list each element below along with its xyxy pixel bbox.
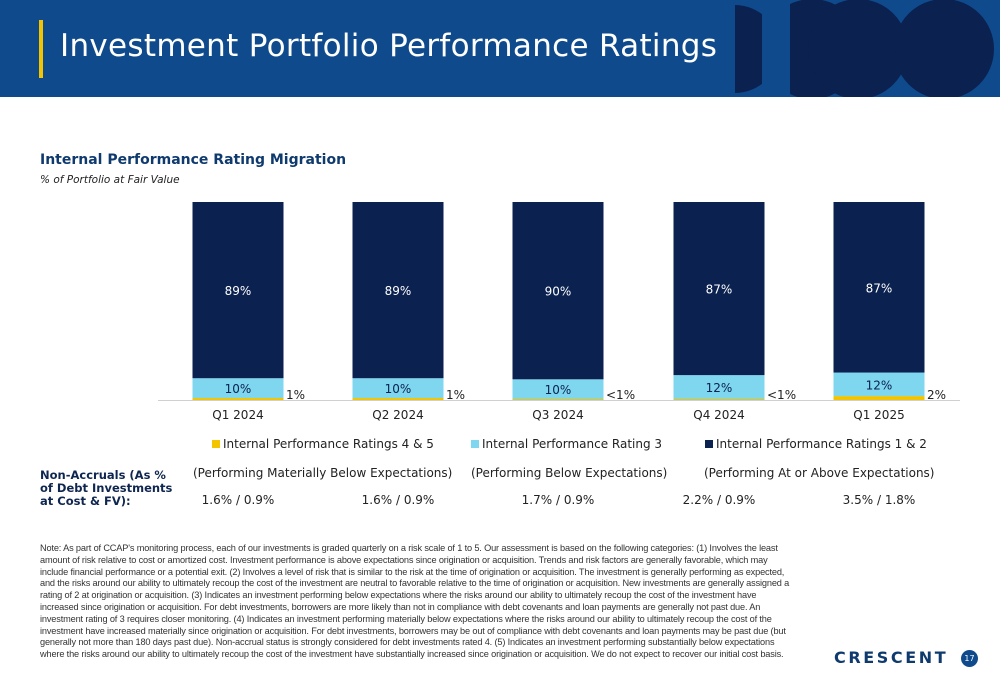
legend-item: Internal Performance Ratings 1 & 2	[705, 437, 927, 451]
legend-description: (Performing Materially Below Expectation…	[193, 466, 453, 480]
legend-label: Internal Performance Ratings 4 & 5	[223, 437, 434, 451]
bar-segment-1-4	[673, 399, 765, 400]
legend-description: (Performing Below Expectations)	[471, 466, 668, 480]
x-tick-label: Q1 2024	[212, 408, 263, 422]
bar-segment-2-3	[512, 379, 604, 400]
bar-segment-2-5	[833, 372, 925, 397]
data-label-rating-3: 12%	[706, 381, 733, 395]
page-number: 17	[961, 650, 978, 667]
data-label-rating-3: 10%	[225, 382, 252, 396]
data-label-ratings-1-2: 87%	[706, 283, 733, 297]
data-label-rating-3: 12%	[866, 378, 893, 392]
data-label-rating-3: 10%	[385, 382, 412, 396]
bar-segment-2-1	[192, 378, 284, 399]
legend-item: Internal Performance Ratings 4 & 5	[212, 437, 434, 451]
data-label-ratings-1-2: 90%	[545, 285, 572, 299]
bar-segment-3-2	[352, 202, 444, 379]
decorative-circles	[735, 0, 994, 97]
bar-segment-1-1	[192, 398, 284, 400]
legend-item: Internal Performance Rating 3	[471, 437, 662, 451]
non-accrual-value: 1.7% / 0.9%	[521, 493, 595, 507]
header-banner: Investment Portfolio Performance Ratings	[0, 0, 1000, 97]
title-accent-bar	[39, 20, 43, 78]
non-accrual-value: 1.6% / 0.9%	[361, 493, 435, 507]
legend-swatch	[212, 440, 220, 448]
data-label-ratings-1-2: 89%	[385, 284, 412, 298]
x-tick-label: Q1 2025	[853, 408, 904, 422]
data-label-ratings-4-5: 2%	[927, 388, 946, 402]
non-accruals-label: Non-Accruals (As % of Debt Investments a…	[40, 468, 173, 508]
bar-segment-2-2	[352, 378, 444, 399]
legend-swatch	[705, 440, 713, 448]
legend-label: Internal Performance Ratings 1 & 2	[716, 437, 927, 451]
data-label-rating-3: 10%	[545, 383, 572, 397]
bar-segment-3-5	[833, 202, 925, 373]
data-label-ratings-4-5: <1%	[767, 388, 796, 402]
data-label-ratings-1-2: 87%	[866, 281, 893, 295]
data-label-ratings-4-5: <1%	[606, 388, 635, 402]
legend-swatch	[471, 440, 479, 448]
non-accrual-value: 3.5% / 1.8%	[842, 493, 916, 507]
legend-label: Internal Performance Rating 3	[482, 437, 663, 451]
footnote: Note: As part of CCAP's monitoring proce…	[40, 543, 790, 660]
data-label-ratings-4-5: 1%	[446, 388, 465, 402]
bar-segment-1-5	[833, 396, 925, 400]
data-label-ratings-4-5: 1%	[286, 388, 305, 402]
crescent-logo: CRESCENT	[834, 648, 949, 667]
bar-segment-3-1	[192, 202, 284, 379]
stacked-bar-chart: 1% 10% 89% Q1 2024 1% 10% 89% Q2 2024 <1% 10% 90% Q…	[158, 202, 960, 422]
chart-title: Internal Performance Rating Migration	[40, 152, 347, 168]
bar-segment-3-3	[512, 202, 604, 380]
bar-segment-1-2	[352, 398, 444, 400]
non-accrual-value: 2.2% / 0.9%	[682, 493, 756, 507]
chart-subtitle: % of Portfolio at Fair Value	[40, 174, 180, 186]
page-title: Investment Portfolio Performance Ratings	[60, 28, 718, 64]
bar-segment-1-3	[512, 399, 604, 400]
data-label-ratings-1-2: 89%	[225, 284, 252, 298]
x-tick-label: Q3 2024	[532, 408, 583, 422]
legend-description: (Performing At or Above Expectations)	[704, 466, 935, 480]
x-tick-label: Q4 2024	[693, 408, 744, 422]
non-accrual-value: 1.6% / 0.9%	[201, 493, 275, 507]
bar-segment-2-4	[673, 375, 765, 400]
x-tick-label: Q2 2024	[372, 408, 423, 422]
bar-segment-3-4	[673, 202, 765, 376]
